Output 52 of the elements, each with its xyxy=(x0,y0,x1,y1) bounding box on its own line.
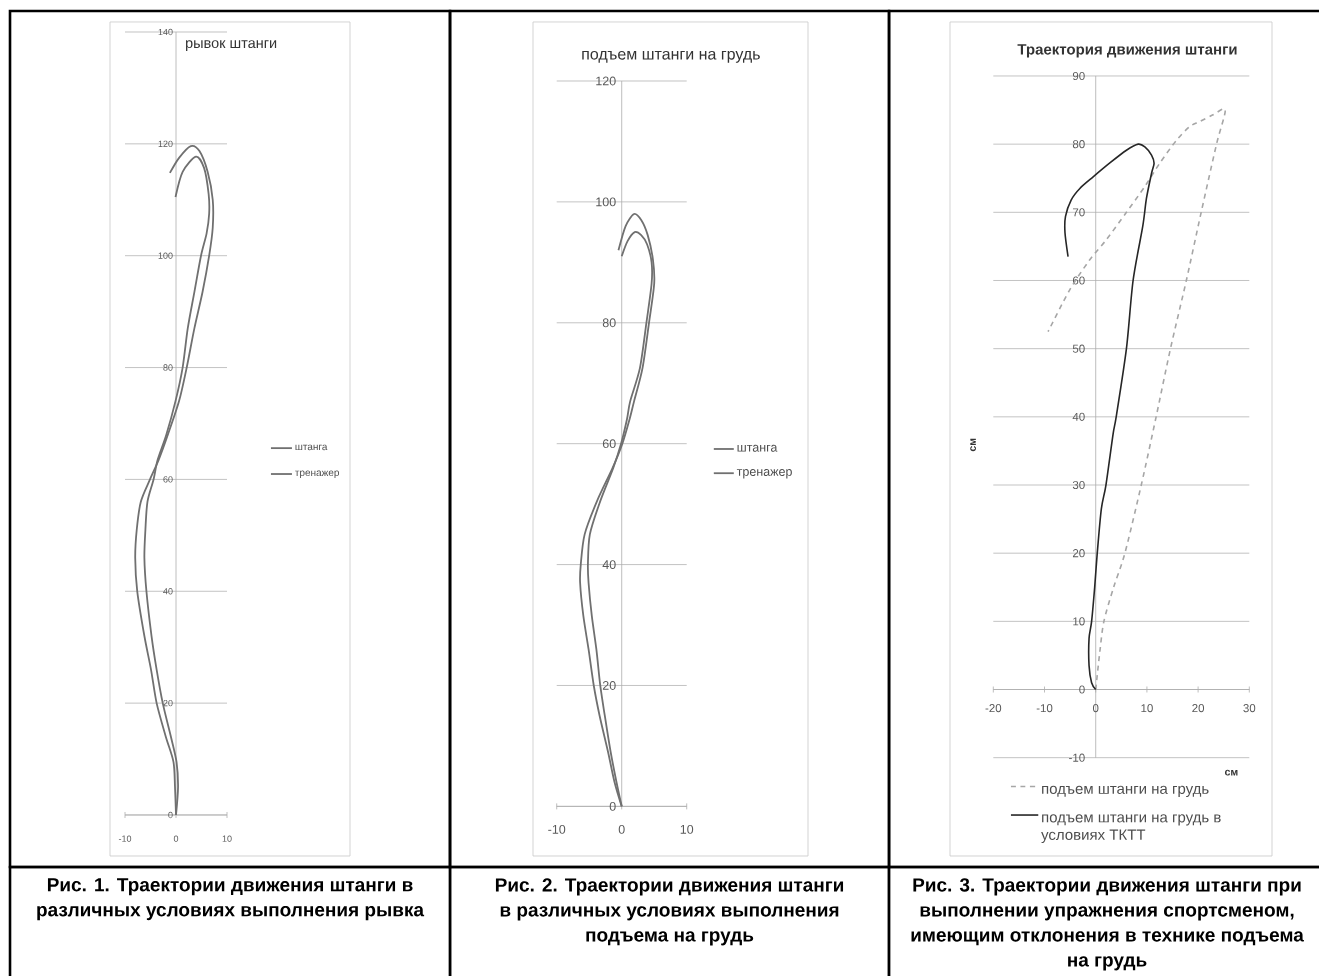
y-tick-label: 20 xyxy=(1072,549,1085,558)
x-tick-label: 0 xyxy=(618,824,625,834)
y-tick-label: 0 xyxy=(609,801,616,811)
y-tick-label: 80 xyxy=(602,318,616,328)
x-tick-label: 0 xyxy=(173,835,179,842)
x-tick-label: 30 xyxy=(1243,704,1256,713)
y-tick-label: 10 xyxy=(1073,617,1085,626)
legend-label: подъем штанги на грудь в условиях ТКТТ xyxy=(1041,814,1221,843)
legend-label: штанга xyxy=(295,444,328,451)
text: Рис. 2. Траектории движения штанги в различных условиях выполнения подъема на грудь xyxy=(495,878,844,946)
text: Рис. 3. Траектории движения штанги при выполнении упражнения спортсменом, имеющим отклонения в технике подъема на грудь xyxy=(911,878,1304,971)
y-tick-label: 140 xyxy=(158,28,173,36)
legend-label: штанга xyxy=(737,444,778,452)
y-tick-label: 0 xyxy=(1079,685,1085,694)
chart-title: подъем штанги на грудь xyxy=(582,50,760,63)
x-tick-label: 10 xyxy=(1141,704,1153,713)
x-tick-label: 20 xyxy=(1192,704,1205,713)
y-tick-label: 40 xyxy=(602,560,616,570)
x-tick-label: -10 xyxy=(1036,704,1053,713)
y-tick-label: 0 xyxy=(168,811,173,819)
chart-title: Траектория движения штанги xyxy=(1017,44,1237,58)
x-tick-label: -20 xyxy=(985,704,1002,713)
y-tick-label: 40 xyxy=(1072,412,1085,421)
y-tick-label: 60 xyxy=(602,439,616,449)
y-tick-label: 60 xyxy=(163,476,173,483)
y-tick-label: 80 xyxy=(163,364,173,371)
x-axis-title: см xyxy=(1224,769,1238,776)
y-tick-label: 120 xyxy=(158,140,173,148)
legend-label: подъем штанги на грудь xyxy=(1042,785,1209,797)
legend-label: тренажер xyxy=(736,469,792,479)
y-tick-label: -10 xyxy=(1069,753,1085,762)
y-tick-label: 70 xyxy=(1072,208,1085,217)
y-tick-label: 120 xyxy=(596,76,616,86)
x-tick-label: 10 xyxy=(222,835,232,842)
y-tick-label: 40 xyxy=(163,588,173,595)
y-tick-label: 20 xyxy=(602,681,616,690)
y-tick-label: 20 xyxy=(163,699,173,707)
x-tick-label: -10 xyxy=(548,824,566,834)
y-axis-title: см xyxy=(970,438,976,452)
x-tick-label: 10 xyxy=(680,824,694,834)
x-tick-label: 0 xyxy=(1092,704,1099,713)
y-tick-label: 100 xyxy=(596,197,616,207)
y-tick-label: 50 xyxy=(1072,344,1085,353)
chart-title: рывок штанги xyxy=(186,40,277,51)
x-tick-label: -10 xyxy=(118,835,132,842)
y-tick-label: 60 xyxy=(1072,276,1085,285)
y-tick-label: 80 xyxy=(1072,140,1085,149)
legend-label: тренажер xyxy=(295,470,340,479)
y-tick-label: 30 xyxy=(1072,480,1085,490)
y-tick-label: 90 xyxy=(1072,71,1085,81)
y-tick-label: 100 xyxy=(158,252,173,259)
text: Рис. 1. Траектории движения штанги в различных условиях выполнения рывка xyxy=(37,878,425,921)
